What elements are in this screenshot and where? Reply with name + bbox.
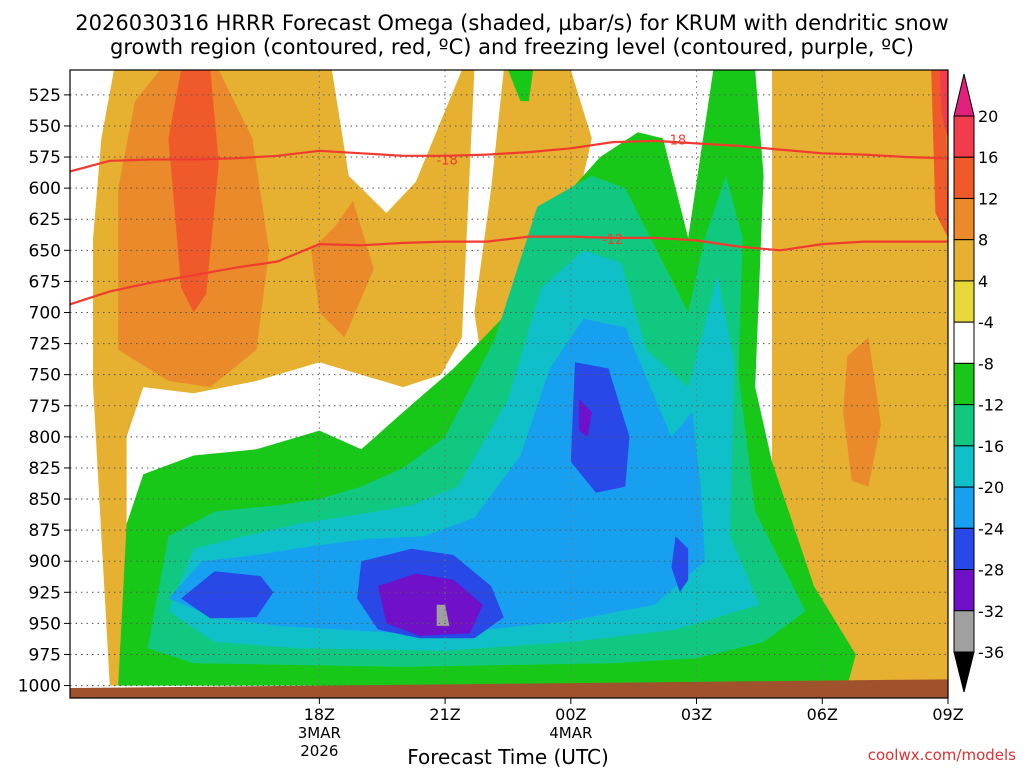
colorbar-bottom-arrow [953, 651, 975, 693]
x-tick-label: 18Z [304, 705, 335, 724]
y-tick-label: 975 [29, 645, 61, 665]
colorbar-tick-label: 8 [978, 231, 988, 250]
colorbar-swatch [953, 321, 975, 364]
y-tick-label: 800 [29, 428, 61, 448]
y-tick-label: 550 [29, 117, 61, 137]
terrain-fill [70, 679, 948, 698]
colorbar-tick-label: -36 [978, 643, 1004, 662]
omega-region-negative [436, 604, 450, 626]
chart-title-line-2: growth region (contoured, red, ºC) and f… [110, 35, 914, 59]
omega-region-positive [311, 200, 374, 338]
colorbar-swatch [953, 569, 975, 612]
omega-plot-area: -18 -18 -12 [70, 70, 948, 698]
colorbar-tick-label: -16 [978, 437, 1004, 456]
y-tick-label: 950 [29, 614, 61, 634]
y-tick-label: 600 [29, 179, 61, 199]
omega-edge-band [914, 70, 948, 686]
colorbar-top-arrow [953, 73, 975, 117]
x-tick-label: 06Z [807, 705, 838, 724]
omega-region-negative [570, 362, 630, 493]
colorbar-tick-label: 12 [978, 189, 998, 208]
credit-text: coolwx.com/models [868, 746, 1016, 764]
y-tick-label: 575 [29, 148, 61, 168]
colorbar-tick-label: 20 [978, 107, 998, 126]
x-axis-title: Forecast Time (UTC) [407, 745, 609, 768]
colorbar-tick-label: -20 [978, 478, 1004, 497]
colorbar-swatch [953, 156, 975, 199]
x-tick-label: 09Z [932, 705, 963, 724]
omega-region-negative [671, 536, 689, 593]
dgz-contour-line [70, 235, 948, 306]
colorbar-swatch [953, 197, 975, 241]
x-tick-date: 3MAR [298, 724, 341, 742]
contour-label: -12 [602, 233, 623, 248]
y-tick-label: 725 [29, 335, 61, 355]
colorbar-swatch [953, 445, 975, 488]
y-tick-label: 525 [29, 86, 61, 106]
colorbar-swatch [953, 362, 975, 406]
colorbar-tick-label: -24 [978, 519, 1004, 538]
omega-region-negative [378, 573, 483, 636]
y-tick-label: 1000 [18, 677, 61, 697]
dgz-contour-line [70, 139, 948, 173]
y-tick-label: 925 [29, 583, 61, 603]
contour-label: -18 [665, 134, 686, 149]
y-tick-label: 825 [29, 459, 61, 479]
colorbar-swatch [953, 280, 975, 323]
colorbar-tick-label: -8 [978, 354, 994, 373]
colorbar-tick-label: -28 [978, 561, 1004, 580]
y-tick-label: 675 [29, 272, 61, 292]
omega-region-positive [843, 337, 881, 487]
y-tick-label: 850 [29, 490, 61, 510]
contour-label: -18 [437, 154, 458, 169]
x-tick-label: 00Z [555, 705, 586, 724]
colorbar-swatch [953, 404, 975, 447]
colorbar-swatch [953, 527, 975, 571]
x-tick-label: 03Z [681, 705, 712, 724]
colorbar-swatch [953, 486, 975, 529]
colorbar-swatch [953, 239, 975, 282]
y-tick-label: 700 [29, 303, 61, 323]
y-tick-label: 625 [29, 210, 61, 230]
chart-title-line-1: 2026030316 HRRR Forecast Omega (shaded, … [75, 11, 948, 35]
omega-region-negative [579, 399, 592, 437]
colorbar-swatch [953, 610, 975, 653]
omega-region-negative [508, 70, 534, 102]
colorbar-tick-label: 16 [978, 148, 998, 167]
colorbar-tick-label: -4 [978, 313, 994, 332]
pressure-axis: 525 550 575 600 625 650 675 700 725 750 775 800 825 8… [18, 86, 70, 697]
plot-frame [69, 69, 949, 699]
colorbar-swatch [953, 115, 975, 158]
y-tick-label: 875 [29, 521, 61, 541]
y-tick-label: 750 [29, 366, 61, 386]
omega-colorbar: 20 16 12 8 4 -4 -8 -12 -16 -20 -24 -28 -32 -36 [953, 73, 1004, 693]
y-tick-label: 775 [29, 397, 61, 417]
colorbar-tick-label: -32 [978, 602, 1004, 621]
colorbar-tick-label: -12 [978, 396, 1004, 415]
x-tick-date: 4MAR [549, 724, 592, 742]
omega-region-negative [181, 571, 274, 619]
y-tick-label: 900 [29, 552, 61, 572]
omega-region-positive [168, 70, 219, 313]
omega-edge-band [939, 70, 948, 139]
x-tick-label: 21Z [429, 705, 460, 724]
x-tick-year: 2026 [300, 742, 338, 760]
colorbar-tick-label: 4 [978, 272, 988, 291]
y-tick-label: 650 [29, 241, 61, 261]
